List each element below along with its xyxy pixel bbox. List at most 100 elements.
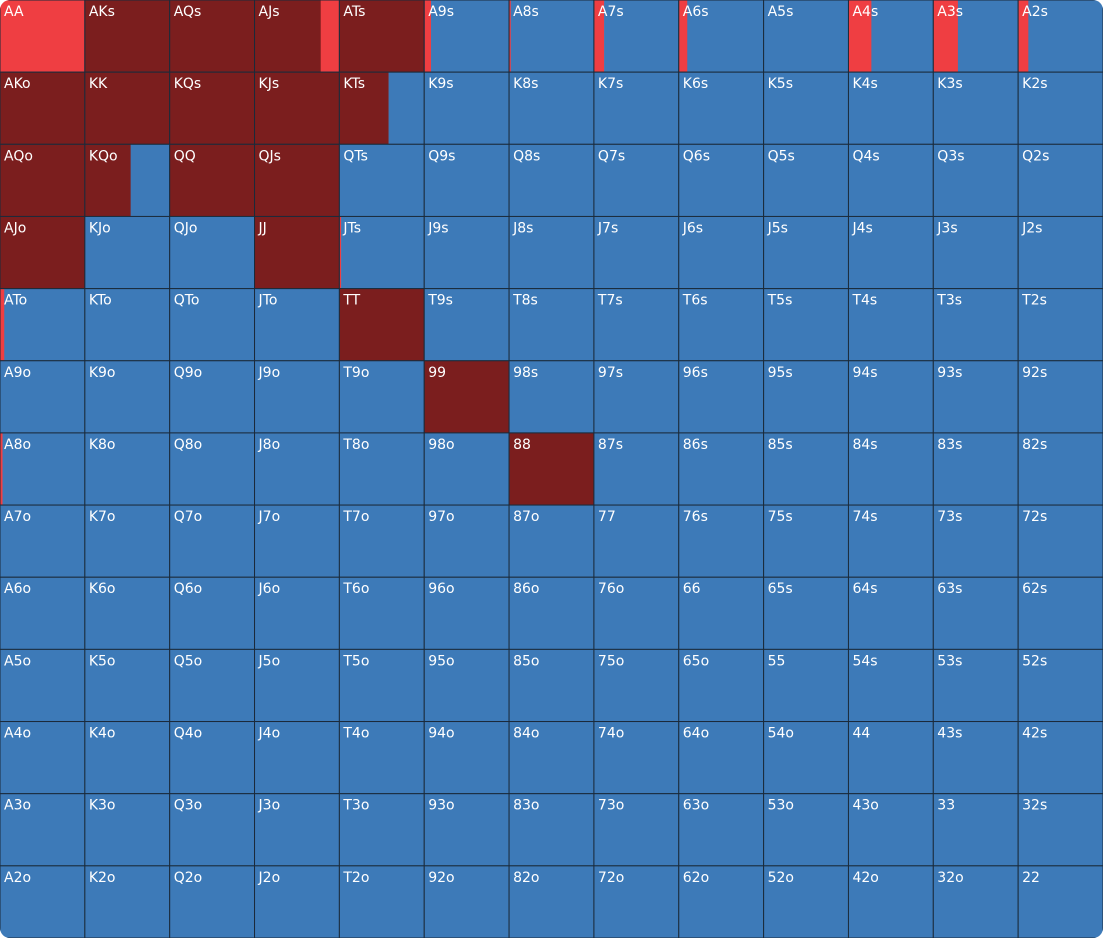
hand-label: 65s xyxy=(768,581,793,597)
hand-label: AKs xyxy=(89,4,115,20)
frequency-segment xyxy=(1018,505,1103,578)
hand-label: 98s xyxy=(513,365,538,381)
hand-label: K9s xyxy=(428,76,453,92)
frequency-segment xyxy=(169,721,255,794)
hand-label: J3o xyxy=(258,798,281,814)
frequency-segment xyxy=(1018,865,1103,938)
hand-label: K3s xyxy=(937,76,962,92)
hand-label: 87s xyxy=(598,437,623,453)
frequency-segment xyxy=(339,649,425,722)
frequency-segment xyxy=(339,216,342,289)
frequency-segment xyxy=(848,288,934,361)
frequency-segment xyxy=(1018,0,1029,73)
hand-label: A6o xyxy=(4,581,31,597)
frequency-segment xyxy=(933,721,1019,794)
frequency-segment xyxy=(339,144,425,217)
frequency-segment xyxy=(763,216,849,289)
frequency-segment xyxy=(341,216,425,289)
hand-label: Q8o xyxy=(174,437,203,453)
hand-label: T4o xyxy=(342,726,369,742)
hand-label: K4o xyxy=(89,726,116,742)
hand-label: 65o xyxy=(683,653,709,669)
frequency-segment xyxy=(933,577,1019,650)
frequency-segment xyxy=(254,144,340,217)
hand-label: QTo xyxy=(174,293,200,309)
hand-label: 93s xyxy=(937,365,962,381)
hand-label: T2s xyxy=(1021,293,1047,309)
hand-label: KTo xyxy=(89,293,112,309)
hand-label: 73s xyxy=(937,509,962,525)
frequency-segment xyxy=(0,144,86,217)
hand-label: J7s xyxy=(597,220,618,236)
hand-label: AQs xyxy=(174,4,202,20)
hand-label: A8o xyxy=(4,437,31,453)
hand-label: A4o xyxy=(4,726,31,742)
hand-label: 54s xyxy=(852,653,877,669)
hand-label: 87o xyxy=(513,509,539,525)
hand-label: KQs xyxy=(174,76,202,92)
frequency-segment xyxy=(84,721,170,794)
frequency-segment xyxy=(763,72,849,145)
hand-label: 88 xyxy=(513,437,531,453)
hand-label: J5s xyxy=(767,220,788,236)
frequency-segment xyxy=(763,505,849,578)
hand-label: 53s xyxy=(937,653,962,669)
frequency-segment xyxy=(678,72,764,145)
frequency-segment xyxy=(84,432,170,506)
frequency-segment xyxy=(0,72,86,145)
hand-label: 53o xyxy=(768,798,794,814)
frequency-segment xyxy=(593,505,680,578)
frequency-segment xyxy=(339,0,425,73)
hand-label: AA xyxy=(4,4,24,20)
frequency-segment xyxy=(848,649,934,722)
hand-label: A5o xyxy=(4,653,31,669)
frequency-segment xyxy=(933,360,1019,433)
frequency-segment xyxy=(84,216,170,289)
frequency-segment xyxy=(169,432,255,506)
frequency-segment xyxy=(678,360,764,433)
frequency-segment xyxy=(678,865,764,938)
hand-label: 62s xyxy=(1022,581,1047,597)
hand-label: 63o xyxy=(683,798,709,814)
hand-label: 52o xyxy=(768,870,794,886)
frequency-segment xyxy=(510,0,595,73)
frequency-segment xyxy=(169,865,255,938)
frequency-segment xyxy=(678,505,764,578)
frequency-segment xyxy=(339,505,425,578)
frequency-segment xyxy=(84,360,170,433)
frequency-segment xyxy=(509,577,595,650)
frequency-segment xyxy=(169,144,255,217)
hand-label: T8o xyxy=(342,437,369,453)
frequency-segment xyxy=(593,144,680,217)
hand-label: K8s xyxy=(513,76,538,92)
hand-label: Q5s xyxy=(768,148,795,164)
hand-label: Q8s xyxy=(513,148,540,164)
hand-label: 82o xyxy=(513,870,539,886)
frequency-segment xyxy=(763,0,849,73)
frequency-segment xyxy=(1028,0,1103,73)
frequency-segment xyxy=(593,288,680,361)
frequency-segment xyxy=(848,721,934,794)
frequency-segment xyxy=(254,505,340,578)
hand-label: J9s xyxy=(427,220,448,236)
hand-label: JTo xyxy=(258,293,278,309)
hand-label: 93o xyxy=(428,798,454,814)
hand-label: ATo xyxy=(4,293,27,309)
frequency-segment xyxy=(424,144,510,217)
hand-label: 96o xyxy=(428,581,454,597)
hand-label: A3s xyxy=(937,4,963,20)
frequency-segment xyxy=(0,793,86,866)
frequency-segment xyxy=(431,0,510,73)
hand-label: 83o xyxy=(513,798,539,814)
hand-label: T9o xyxy=(342,365,369,381)
hand-label: A7s xyxy=(598,4,624,20)
frequency-segment xyxy=(1018,288,1103,361)
frequency-segment xyxy=(0,432,3,506)
frequency-segment xyxy=(593,865,680,938)
frequency-segment xyxy=(169,360,255,433)
frequency-segment xyxy=(424,721,510,794)
frequency-segment xyxy=(593,432,680,506)
hand-label: 92o xyxy=(428,870,454,886)
frequency-segment xyxy=(0,865,86,938)
hand-label: J7o xyxy=(258,509,281,525)
